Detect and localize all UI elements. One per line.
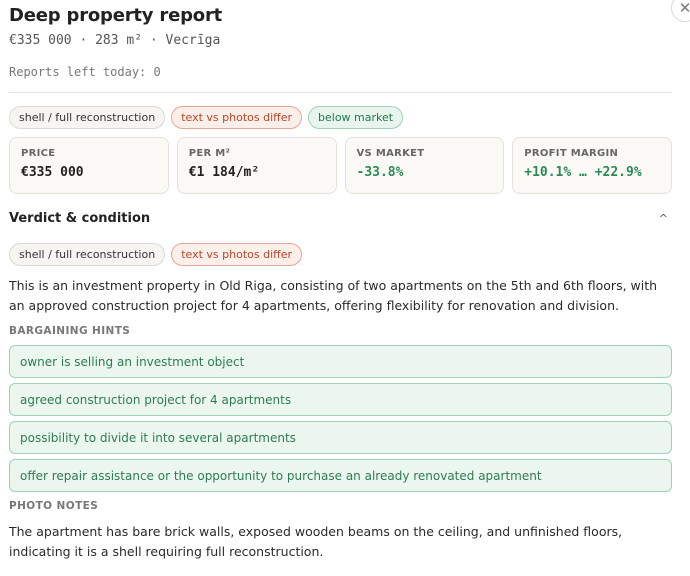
- stat-value: +10.1% … +22.9%: [524, 165, 642, 180]
- stat-value: -33.8%: [356, 165, 404, 180]
- tag-condition: shell / full reconstruction: [9, 106, 166, 129]
- stat-card-price: PRICE €335 000: [9, 137, 169, 194]
- tag-discrepancy: text vs photos differ: [171, 243, 303, 266]
- verdict-description: This is an investment property in Old Ri…: [9, 278, 658, 313]
- bargaining-hint: owner is selling an investment object: [9, 345, 672, 378]
- header-divider: [9, 92, 672, 93]
- stat-card-profit-margin: PROFIT MARGIN +10.1% … +22.9%: [512, 137, 672, 194]
- reports-left-counter: Reports left today: 0: [9, 65, 161, 79]
- photo-notes-label: PHOTO NOTES: [9, 500, 99, 512]
- bargaining-hint: agreed construction project for 4 apartm…: [9, 383, 672, 416]
- bargaining-hint: offer repair assistance or the opportuni…: [9, 459, 672, 492]
- verdict-section-title: Verdict & condition: [9, 211, 151, 226]
- photo-notes-text: The apartment has bare brick walls, expo…: [9, 524, 623, 559]
- stat-label: PRICE: [21, 148, 56, 159]
- bargaining-hints-label: BARGAINING HINTS: [9, 325, 131, 337]
- stat-label: PROFIT MARGIN: [524, 148, 619, 159]
- tag-market: below market: [308, 106, 404, 129]
- verdict-section-header[interactable]: Verdict & condition ^: [9, 211, 672, 226]
- stat-label: PER M²: [188, 148, 231, 159]
- report-title: Deep property report: [9, 5, 223, 26]
- close-icon: ✕: [678, 0, 690, 17]
- close-button[interactable]: ✕: [671, 0, 690, 22]
- report-subtitle: €335 000 · 283 m² · Vecrīga: [9, 33, 221, 48]
- bargaining-hint: possibility to divide it into several ap…: [9, 421, 672, 454]
- stats-row: PRICE €335 000 PER M² €1 184/m² VS MARKE…: [9, 137, 672, 194]
- stat-card-vs-market: VS MARKET -33.8%: [344, 137, 505, 194]
- stat-value: €1 184/m²: [188, 165, 260, 180]
- collapse-caret-icon[interactable]: ^: [658, 212, 668, 225]
- summary-tags: shell / full reconstruction text vs phot…: [9, 106, 404, 129]
- stat-value: €335 000: [21, 165, 84, 180]
- bargaining-hints-list: owner is selling an investment object ag…: [9, 345, 672, 497]
- verdict-tags: shell / full reconstruction text vs phot…: [9, 243, 303, 266]
- stat-card-per-m2: PER M² €1 184/m²: [176, 137, 337, 194]
- tag-condition: shell / full reconstruction: [9, 243, 166, 266]
- stat-label: VS MARKET: [356, 148, 425, 159]
- tag-discrepancy: text vs photos differ: [171, 106, 303, 129]
